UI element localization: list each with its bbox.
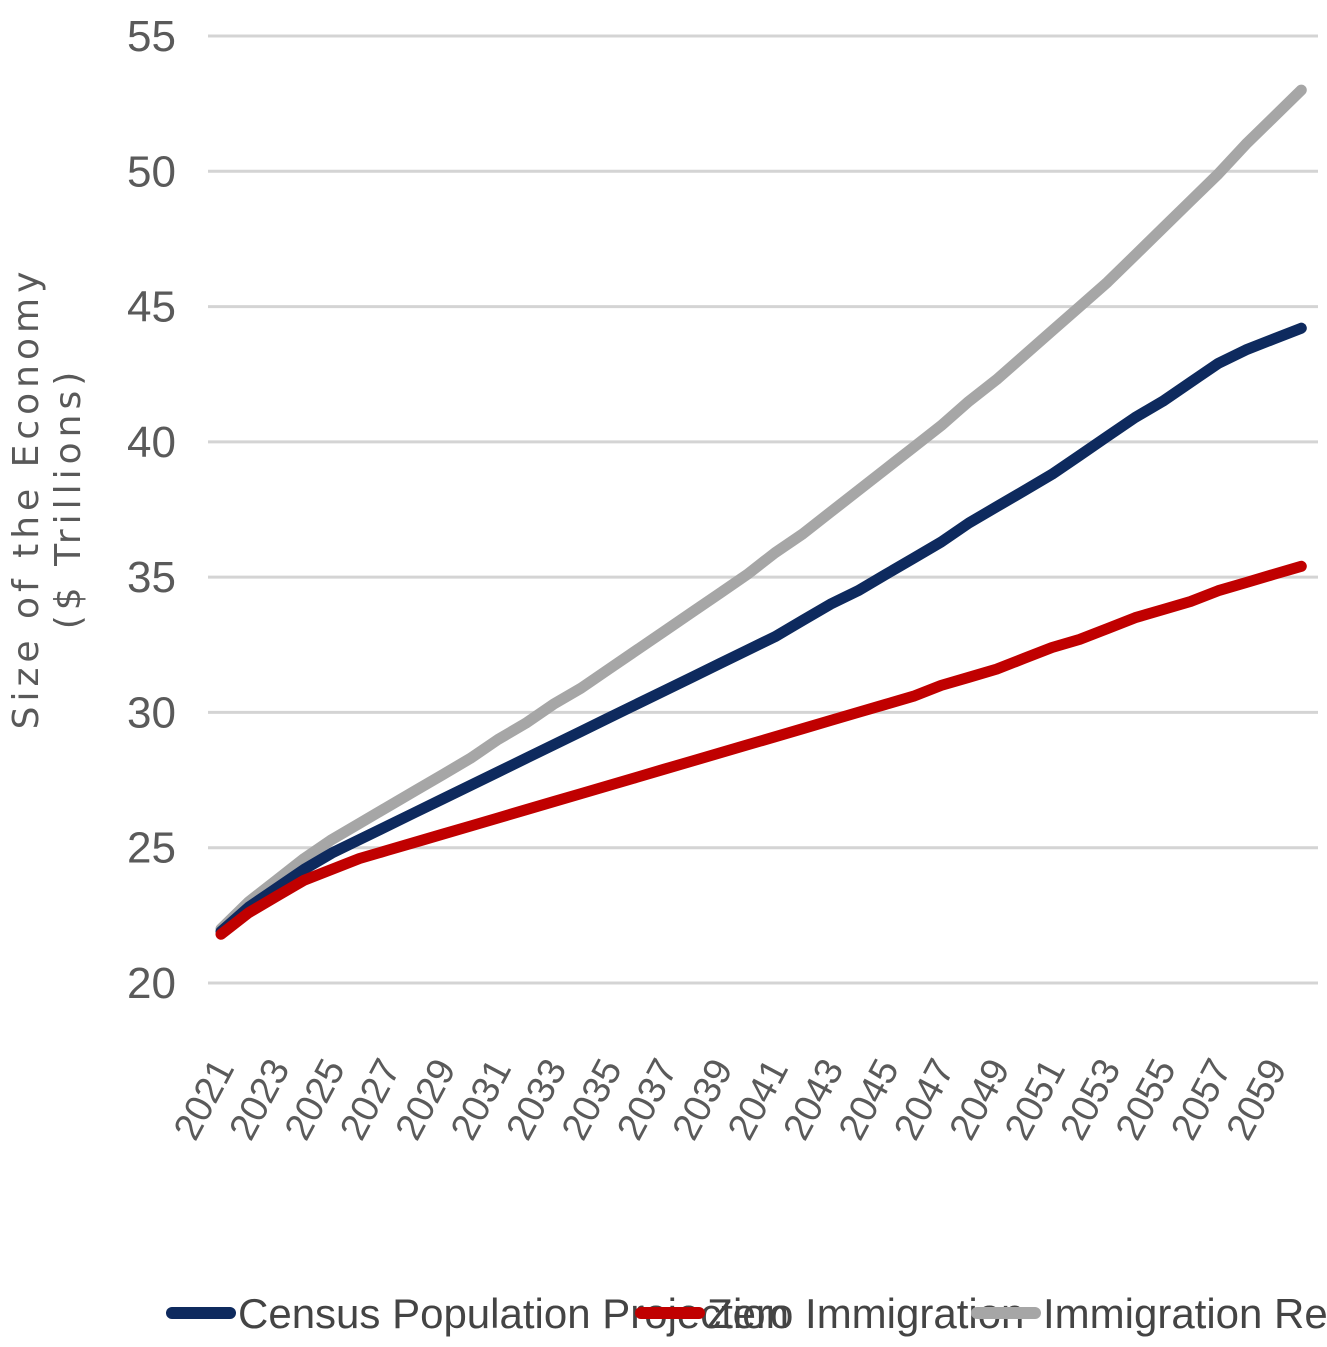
y-axis-label: Size of the Economy ($ Trillions): [6, 267, 89, 730]
series-lines: [215, 84, 1307, 940]
x-tick-label: 2059: [1219, 1053, 1296, 1147]
x-tick-labels: 2021202320252027202920312033203520372039…: [166, 1053, 1295, 1147]
gridlines: [208, 34, 1318, 985]
y-tick-label: 50: [127, 147, 176, 196]
y-tick-label: 55: [127, 12, 176, 61]
series-line-zero-immigration: [215, 560, 1307, 940]
y-axis-label-line2: ($ Trillions): [48, 367, 89, 630]
y-tick-label: 20: [127, 959, 176, 1008]
y-tick-label: 40: [127, 418, 176, 467]
y-tick-labels: 20 25 30 35 40 45 50 55: [127, 12, 176, 1008]
y-tick-label: 45: [127, 283, 176, 332]
legend-label: Immigration Reform: [1043, 1290, 1327, 1337]
series-line-immigration-reform: [215, 84, 1307, 935]
y-axis-label-line1: Size of the Economy: [6, 267, 47, 730]
series-line-census-population-projection: [215, 322, 1307, 938]
y-tick-label: 35: [127, 553, 176, 602]
y-tick-label: 25: [127, 824, 176, 873]
legend-item-immigration-reform: Immigration Reform: [971, 1290, 1327, 1337]
y-tick-label: 30: [127, 688, 176, 737]
